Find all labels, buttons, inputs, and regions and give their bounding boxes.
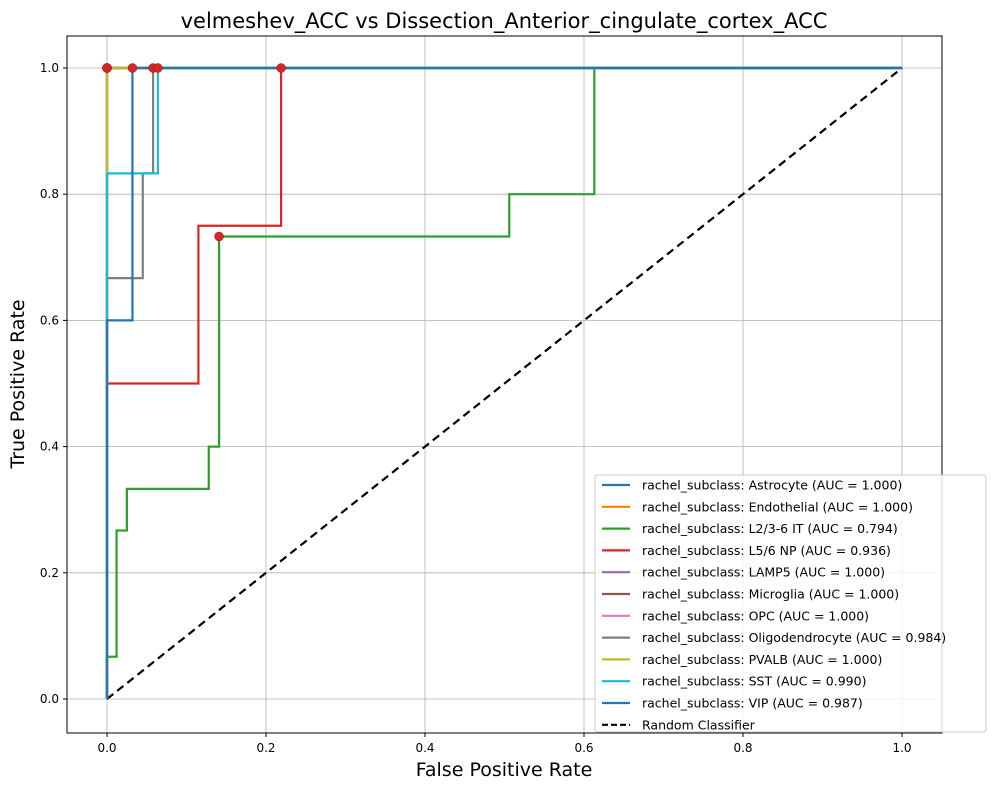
legend-label: rachel_subclass: OPC (AUC = 1.000) — [642, 608, 869, 623]
y-tick-label: 0.0 — [40, 692, 59, 706]
random-classifier-line — [106, 67, 903, 700]
legend-label: rachel_subclass: VIP (AUC = 0.987) — [642, 696, 863, 711]
plot-area-frame — [66, 35, 943, 734]
roc-series-marker-10 — [127, 63, 138, 73]
legend: rachel_subclass: Astrocyte (AUC = 1.000)… — [594, 474, 987, 733]
legend-label: rachel_subclass: L5/6 NP (AUC = 0.936) — [642, 543, 891, 558]
x-axis-label: False Positive Rate — [416, 759, 593, 781]
legend-label: rachel_subclass: PVALB (AUC = 1.000) — [642, 652, 882, 667]
legend-label: rachel_subclass: Astrocyte (AUC = 1.000) — [642, 478, 902, 493]
y-tick-label: 1.0 — [40, 61, 59, 75]
roc-series-marker-8 — [102, 63, 112, 73]
marker-layer — [102, 63, 286, 242]
roc-series-marker-3 — [276, 63, 286, 73]
y-tick-label: 0.2 — [40, 566, 59, 580]
roc-series-marker-9 — [153, 63, 163, 73]
chart-title: velmeshev_ACC vs Dissection_Anterior_cin… — [181, 9, 828, 34]
x-axis-ticks: 0.0 0.2 0.4 0.6 0.8 1.0 — [97, 733, 912, 755]
legend-label: Random Classifier — [642, 717, 756, 732]
y-tick-label: 0.8 — [40, 187, 59, 201]
reference-line-layer — [106, 67, 903, 700]
y-axis-label: True Positive Rate — [7, 299, 29, 469]
roc-series-line-10 — [105, 66, 902, 699]
roc-series-line-2 — [105, 66, 902, 699]
legend-label: rachel_subclass: Microglia (AUC = 1.000) — [642, 587, 899, 602]
x-tick-label: 0.0 — [97, 741, 116, 755]
roc-series-marker-2 — [214, 231, 224, 242]
y-axis-ticks: 0.0 0.2 0.4 0.6 0.8 1.0 — [40, 61, 67, 706]
legend-entries: rachel_subclass: Astrocyte (AUC = 1.000)… — [602, 478, 946, 732]
legend-label: rachel_subclass: SST (AUC = 0.990) — [642, 674, 866, 689]
legend-label: rachel_subclass: Endothelial (AUC = 1.00… — [642, 499, 913, 514]
legend-box — [594, 474, 987, 733]
x-tick-label: 0.6 — [574, 741, 593, 755]
y-tick-label: 0.6 — [40, 313, 59, 327]
y-tick-label: 0.4 — [40, 440, 59, 454]
x-tick-label: 0.2 — [256, 741, 275, 755]
x-tick-label: 0.4 — [415, 741, 434, 755]
legend-label: rachel_subclass: L2/3-6 IT (AUC = 0.794) — [642, 521, 898, 536]
x-tick-label: 0.8 — [733, 741, 752, 755]
legend-label: rachel_subclass: LAMP5 (AUC = 1.000) — [642, 565, 885, 580]
legend-label: rachel_subclass: Oligodendrocyte (AUC = … — [642, 630, 946, 645]
x-tick-label: 1.0 — [892, 741, 911, 755]
